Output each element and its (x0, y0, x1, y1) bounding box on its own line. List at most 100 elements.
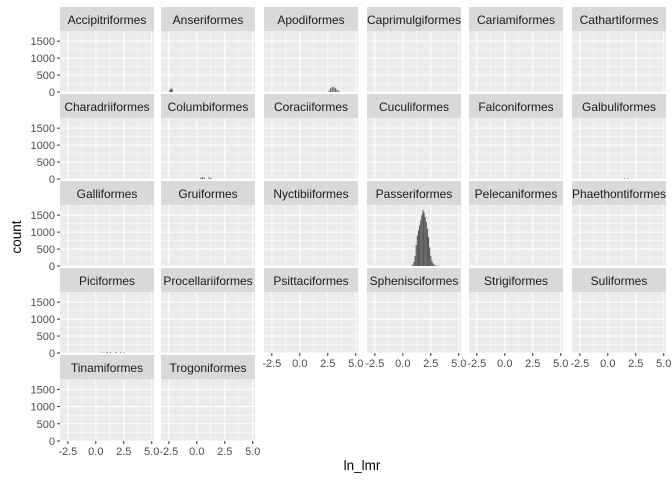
facet-strip (264, 7, 358, 31)
panel-background (60, 31, 154, 92)
panel-background (367, 205, 461, 266)
facet-strip-label: Galbuliformes (582, 100, 656, 114)
panel-background (469, 292, 563, 353)
y-tick-label: 1000 (31, 227, 55, 239)
x-tick-label: 0.0 (88, 446, 103, 458)
facet-panel-strigiformes: Strigiformes -2.5 0.0 2.5 5.0 (467, 268, 568, 370)
facet-panel-trogoniformes: Trogoniformes -2.5 0.0 2.5 5.0 (159, 355, 260, 458)
y-tick-label: 1500 (31, 297, 55, 309)
x-tick-label: 0.0 (395, 358, 410, 370)
histogram-bar (208, 177, 210, 179)
y-axis-title: count (9, 220, 24, 253)
panel-background (572, 31, 666, 92)
facet-strip-label: Charadriiformes (64, 100, 149, 114)
histogram-bar (434, 264, 436, 266)
x-tick-label: 2.5 (116, 446, 131, 458)
facet-strip (60, 94, 154, 118)
facet-strip (469, 7, 563, 31)
panel-background (264, 292, 358, 353)
facet-strip (264, 94, 358, 118)
facet-strip-label: Strigiformes (484, 274, 548, 288)
histogram-bar (171, 89, 173, 92)
panel-background (572, 118, 666, 179)
histogram-bar (429, 247, 431, 266)
facet-panel-suliformes: Suliformes -2.5 0.0 2.5 5.0 (570, 268, 671, 370)
facet-panel-coraciiformes: Coraciiformes (264, 94, 358, 180)
histogram-bar (419, 225, 421, 266)
y-tick-label: 1000 (31, 140, 55, 152)
y-tick-label: 1500 (31, 210, 55, 222)
histogram-bar (420, 220, 422, 266)
facet-strip-label: Nyctibiiformes (273, 187, 348, 201)
histogram-bar (170, 88, 172, 92)
y-tick-label: 500 (37, 157, 55, 169)
facet-strip-label: Coraciiformes (274, 100, 348, 114)
facet-strip-label: Caprimulgiformes (367, 13, 461, 27)
histogram-bar (101, 352, 104, 353)
facet-strip-label: Psittaciformes (273, 274, 348, 288)
facet-strip (572, 268, 666, 292)
facet-strip (60, 355, 154, 379)
y-tick-label: 500 (37, 244, 55, 256)
histogram-bar (624, 178, 626, 179)
facet-strip (572, 7, 666, 31)
panel-background (469, 118, 563, 179)
x-tick-label: 0.0 (497, 358, 512, 370)
facet-panel-caprimulgiformes: Caprimulgiformes (367, 7, 461, 93)
facet-panel-cariamiformes: Cariamiformes (469, 7, 563, 93)
facet-panel-piciformes: Piciformes 0 500 1000 1500 (31, 268, 154, 360)
histogram-bar (427, 237, 430, 266)
histogram-bar (411, 264, 413, 266)
x-tick-label: 5.0 (553, 358, 568, 370)
panel-background (469, 31, 563, 92)
facet-strip (161, 94, 255, 118)
histogram-bar (200, 177, 202, 179)
panel-background (264, 205, 358, 266)
facet-panel-procellariiformes: Procellariiformes (161, 268, 255, 354)
panel-background (161, 31, 255, 92)
histogram-bar (203, 177, 205, 179)
y-tick-label: 0 (49, 436, 55, 448)
panel-background (60, 205, 154, 266)
x-tick-label: -2.5 (467, 358, 486, 370)
y-tick-label: 1500 (31, 36, 55, 48)
y-tick-label: 1000 (31, 314, 55, 326)
x-tick-label: 5.0 (144, 446, 159, 458)
facet-strip-label: Suliformes (591, 274, 648, 288)
histogram-bar (431, 260, 433, 266)
histogram-bar (414, 255, 416, 266)
facet-strip-label: Cuculiformes (379, 100, 449, 114)
panel-background (367, 118, 461, 179)
panel-background (161, 205, 255, 266)
x-tick-label: -2.5 (365, 358, 384, 370)
y-tick-label: 0 (49, 348, 55, 360)
histogram-bar (416, 235, 418, 266)
facet-strip (572, 181, 666, 205)
facet-strip (161, 355, 255, 379)
histogram-bar (432, 263, 434, 266)
facet-panel-columbiformes: Columbiformes (161, 94, 255, 180)
panel-background (572, 292, 666, 353)
y-tick-label: 500 (37, 70, 55, 82)
histogram-bar (338, 90, 340, 92)
facet-panel-cathartiformes: Cathartiformes (572, 7, 666, 93)
facet-panel-nyctibiiformes: Nyctibiiformes (264, 181, 358, 267)
y-tick-label: 1500 (31, 384, 55, 396)
facet-strip (572, 94, 666, 118)
facet-strip (60, 268, 154, 292)
y-tick-label: 0 (49, 261, 55, 273)
facet-panel-accipitriformes: Accipitriformes 0 500 1000 1500 (31, 7, 154, 99)
facet-panel-charadriiformes: Charadriiformes 0 500 1000 1500 (31, 94, 154, 186)
facet-strip-label: Columbiformes (168, 100, 249, 114)
facet-strip-label: Galliformes (77, 187, 138, 201)
histogram-bar (413, 261, 415, 266)
x-tick-label: 5.0 (245, 446, 260, 458)
facet-strip (161, 268, 255, 292)
histogram-bar (328, 90, 330, 92)
facet-strip (367, 181, 461, 205)
x-tick-label: 0.0 (189, 446, 204, 458)
panel-background (161, 379, 255, 441)
histogram-bar (430, 255, 432, 266)
histogram-bar (119, 352, 121, 353)
histogram-bar (123, 352, 125, 353)
